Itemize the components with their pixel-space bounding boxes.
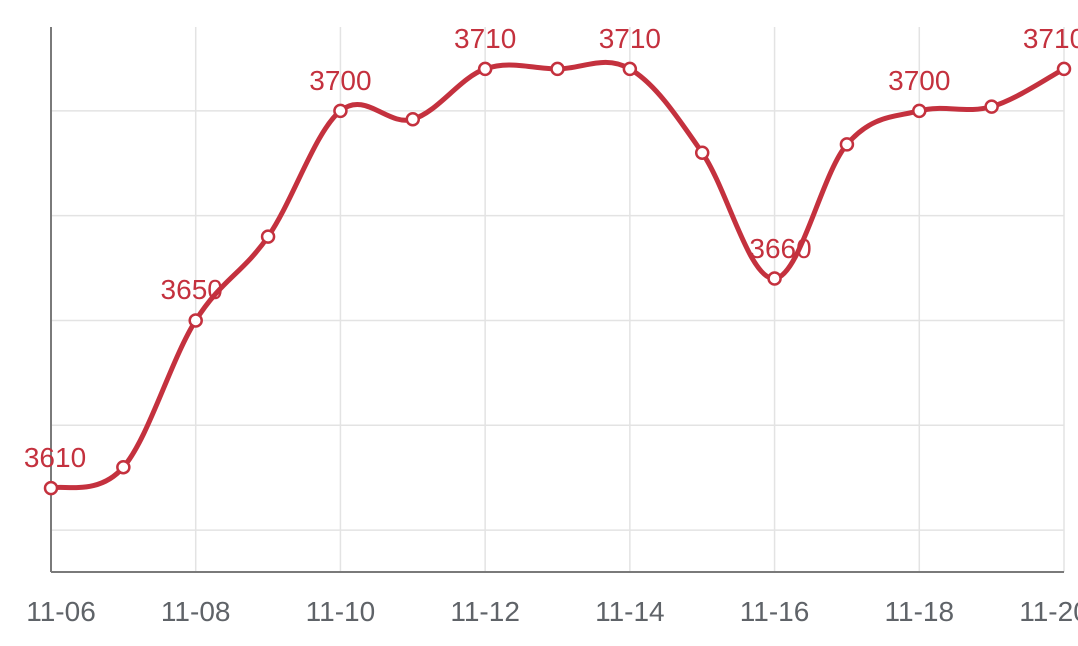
value-label: 3660 [749,233,811,265]
x-axis-label: 11-12 [450,596,520,628]
x-axis-label: 11-18 [885,596,955,628]
value-label: 3700 [888,65,950,97]
data-point [1058,63,1070,75]
data-point [407,113,419,125]
data-point [262,231,274,243]
data-point [624,63,636,75]
x-axis-label: 11-14 [595,596,665,628]
x-axis-label: 11-08 [161,596,231,628]
value-label: 3610 [24,442,86,474]
value-label: 3710 [1023,23,1078,55]
data-point [117,461,129,473]
data-point [552,63,564,75]
data-point [696,147,708,159]
data-point [479,63,491,75]
price-line-chart: 11-06 11-08 11-10 11-12 11-14 11-16 11-18 11-20… [0,0,1078,646]
data-point [190,314,202,326]
value-label: 3700 [309,65,371,97]
x-axis-label: 11-20 [1019,596,1078,628]
data-point [913,105,925,117]
value-label: 3650 [161,274,223,306]
data-point [841,138,853,150]
x-axis-label: 11-06 [26,596,96,628]
value-label: 3710 [454,23,516,55]
data-point [769,273,781,285]
value-label: 3710 [599,23,661,55]
data-point [45,482,57,494]
x-axis-label: 11-16 [740,596,810,628]
data-point [334,105,346,117]
data-point [986,101,998,113]
x-axis-label: 11-10 [306,596,376,628]
